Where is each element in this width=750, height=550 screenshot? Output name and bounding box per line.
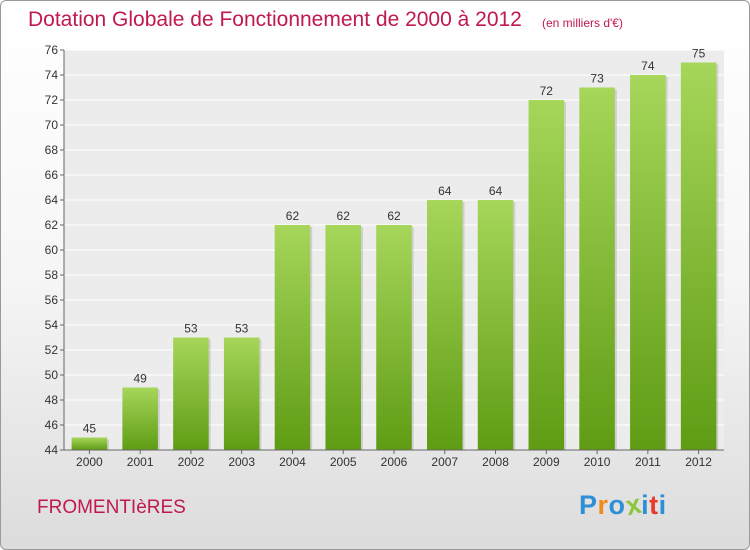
labels: 44 46 48 50 52 54 56 58 60 62 64 66 68 70 72 74 76 45 2000… — [45, 43, 713, 469]
bar — [579, 87, 615, 450]
bar — [325, 225, 361, 450]
x-tick-label: 2003 — [228, 455, 255, 469]
y-tick-label: 68 — [45, 143, 59, 157]
commune-name: FROMENTIèRES — [37, 497, 186, 518]
y-tick-label: 54 — [45, 318, 59, 332]
y-tick-label: 64 — [45, 193, 59, 207]
y-tick-label: 50 — [45, 368, 59, 382]
y-tick-label: 70 — [45, 118, 59, 132]
bar — [528, 100, 565, 450]
bar-value-label: 64 — [438, 184, 452, 198]
bar-value-label: 62 — [337, 209, 351, 223]
chart-unit-subtitle: (en milliers d'€) — [542, 16, 623, 30]
proxiti-logo: Proxiti — [579, 489, 667, 522]
x-tick-label: 2000 — [76, 455, 103, 469]
logo-letter: i — [658, 490, 667, 520]
x-tick-label: 2001 — [127, 455, 154, 469]
y-tick-label: 46 — [45, 418, 59, 432]
axes — [60, 49, 724, 454]
bar-value-label: 62 — [286, 209, 300, 223]
x-tick-label: 2008 — [482, 455, 509, 469]
bar — [274, 225, 311, 450]
y-tick-label: 66 — [45, 168, 59, 182]
y-tick-label: 72 — [45, 93, 59, 107]
logo-letter: i — [641, 490, 650, 520]
bar — [427, 200, 463, 450]
x-tick-label: 2002 — [178, 455, 205, 469]
logo-letter: r — [597, 490, 609, 520]
y-tick-label: 52 — [45, 343, 59, 357]
y-tick-label: 48 — [45, 393, 59, 407]
bars — [71, 62, 719, 450]
logo-letter: P — [579, 490, 598, 520]
bar-value-label: 45 — [83, 422, 97, 436]
bar — [680, 62, 717, 450]
bar — [173, 337, 209, 450]
bar-value-label: 74 — [641, 59, 655, 73]
bar — [122, 387, 158, 450]
x-tick-label: 2009 — [533, 455, 560, 469]
bar-value-label: 53 — [184, 322, 198, 336]
chart-title: Dotation Globale de Fonctionnement de 20… — [28, 8, 522, 31]
bar-value-label: 72 — [540, 84, 554, 98]
y-tick-label: 60 — [45, 243, 59, 257]
x-tick-label: 2006 — [381, 455, 408, 469]
bar-value-label: 49 — [133, 372, 147, 386]
bar-value-label: 73 — [590, 72, 604, 86]
logo-letter: o — [608, 490, 626, 520]
bar-value-label: 62 — [387, 209, 401, 223]
bar — [630, 75, 666, 450]
x-tick-label: 2010 — [584, 455, 611, 469]
y-tick-label: 58 — [45, 268, 59, 282]
x-tick-label: 2012 — [685, 455, 712, 469]
y-tick-label: 44 — [45, 443, 59, 457]
bar — [223, 337, 260, 450]
y-tick-label: 62 — [45, 218, 59, 232]
bar — [71, 437, 108, 450]
x-tick-label: 2005 — [330, 455, 357, 469]
bar-value-label: 75 — [692, 47, 706, 61]
x-tick-label: 2011 — [635, 455, 661, 469]
y-tick-label: 56 — [45, 293, 59, 307]
y-tick-label: 74 — [45, 68, 59, 82]
x-tick-label: 2004 — [279, 455, 306, 469]
y-tick-label: 76 — [45, 43, 59, 57]
logo-letter: t — [649, 490, 659, 520]
bar — [477, 200, 514, 450]
bar — [376, 225, 412, 450]
bar-value-label: 64 — [489, 184, 503, 198]
bar-value-label: 53 — [235, 322, 249, 336]
x-tick-label: 2007 — [431, 455, 458, 469]
